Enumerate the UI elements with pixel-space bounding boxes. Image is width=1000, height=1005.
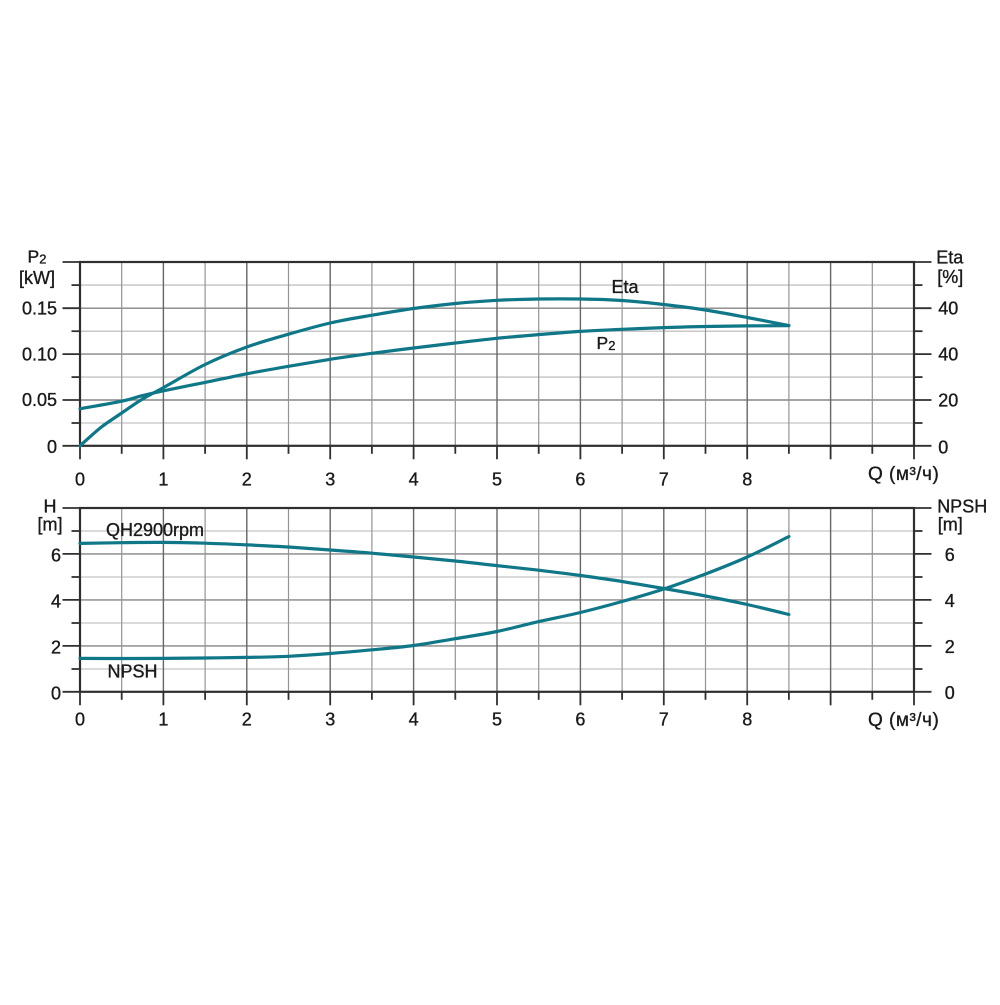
svg-text:[%]: [%] bbox=[937, 267, 963, 287]
svg-text:40: 40 bbox=[938, 344, 958, 364]
svg-text:H: H bbox=[44, 496, 57, 516]
svg-text:2: 2 bbox=[51, 637, 61, 657]
svg-text:6: 6 bbox=[945, 545, 955, 565]
svg-text:0.15: 0.15 bbox=[22, 298, 57, 318]
svg-text:4: 4 bbox=[409, 470, 419, 490]
svg-text:NPSH: NPSH bbox=[937, 496, 987, 516]
svg-text:4: 4 bbox=[51, 591, 61, 611]
svg-text:0: 0 bbox=[47, 437, 57, 457]
svg-text:Eta: Eta bbox=[612, 277, 640, 297]
svg-text:0: 0 bbox=[75, 710, 85, 730]
svg-text:Eta: Eta bbox=[936, 248, 964, 268]
svg-text:40: 40 bbox=[938, 299, 958, 319]
svg-text:0: 0 bbox=[945, 683, 955, 703]
svg-text:0: 0 bbox=[75, 470, 85, 490]
svg-text:4: 4 bbox=[409, 710, 419, 730]
svg-text:NPSH: NPSH bbox=[108, 662, 158, 682]
svg-text:1: 1 bbox=[158, 470, 168, 490]
svg-text:6: 6 bbox=[575, 470, 585, 490]
svg-text:0.10: 0.10 bbox=[22, 344, 57, 364]
svg-text:20: 20 bbox=[938, 390, 958, 410]
svg-text:Q (м³/ч): Q (м³/ч) bbox=[868, 710, 939, 731]
svg-text:P2: P2 bbox=[597, 333, 616, 353]
svg-text:6: 6 bbox=[575, 710, 585, 730]
svg-text:4: 4 bbox=[945, 591, 955, 611]
svg-text:[kW]: [kW] bbox=[19, 268, 55, 288]
svg-text:7: 7 bbox=[659, 470, 669, 490]
svg-text:Q (м³/ч): Q (м³/ч) bbox=[868, 464, 939, 485]
svg-text:0.05: 0.05 bbox=[22, 390, 57, 410]
svg-text:1: 1 bbox=[158, 710, 168, 730]
svg-text:0: 0 bbox=[938, 437, 948, 457]
svg-text:8: 8 bbox=[742, 470, 752, 490]
svg-text:[m]: [m] bbox=[938, 514, 963, 534]
svg-text:6: 6 bbox=[51, 546, 61, 566]
svg-text:7: 7 bbox=[659, 710, 669, 730]
svg-text:2: 2 bbox=[242, 470, 252, 490]
svg-text:P2: P2 bbox=[28, 247, 47, 267]
svg-text:3: 3 bbox=[325, 470, 335, 490]
svg-text:5: 5 bbox=[492, 470, 502, 490]
svg-text:3: 3 bbox=[325, 710, 335, 730]
svg-text:QH2900rpm: QH2900rpm bbox=[106, 520, 204, 540]
svg-text:8: 8 bbox=[742, 710, 752, 730]
svg-text:0: 0 bbox=[51, 684, 61, 704]
svg-text:2: 2 bbox=[945, 637, 955, 657]
svg-text:5: 5 bbox=[492, 710, 502, 730]
svg-text:2: 2 bbox=[242, 710, 252, 730]
svg-text:[m]: [m] bbox=[38, 514, 63, 534]
